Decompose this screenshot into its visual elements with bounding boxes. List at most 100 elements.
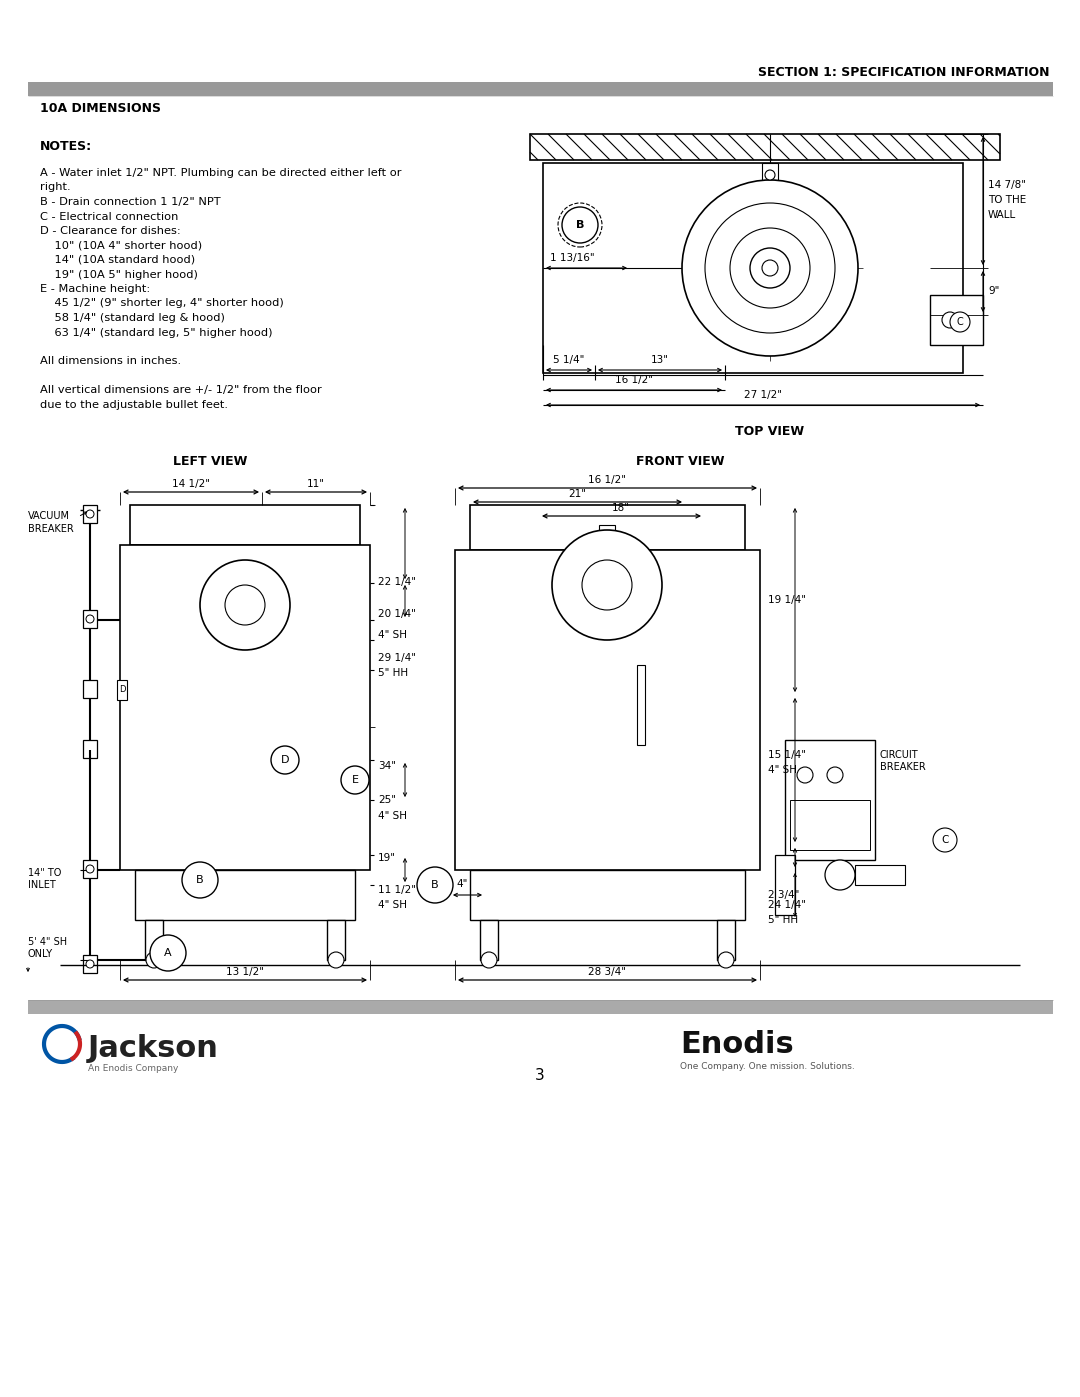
Circle shape [341,766,369,793]
Bar [762,163,778,182]
Circle shape [328,951,345,968]
Bar [83,861,97,877]
Text: 11 1/2": 11 1/2" [378,886,416,895]
Circle shape [750,249,789,288]
Text: INLET: INLET [28,880,56,890]
Circle shape [86,960,94,968]
Text: C: C [957,317,963,327]
Text: Jackson: Jackson [87,1034,219,1063]
Bar [83,504,97,522]
Text: 15 1/4": 15 1/4" [768,750,806,760]
Circle shape [417,868,453,902]
Text: 19" (10A 5" higher hood): 19" (10A 5" higher hood) [40,270,198,279]
Text: D: D [281,754,289,766]
Text: BREAKER: BREAKER [880,761,926,773]
Text: due to the adjustable bullet feet.: due to the adjustable bullet feet. [40,400,228,409]
Circle shape [950,312,970,332]
Text: BREAKER: BREAKER [28,524,73,534]
Text: 19 1/4": 19 1/4" [768,595,806,605]
Text: WALL: WALL [988,210,1016,219]
Text: 4" SH: 4" SH [378,630,407,640]
Circle shape [86,865,94,873]
Circle shape [705,203,835,332]
Text: 21": 21" [568,489,586,499]
Text: 14" TO: 14" TO [28,868,62,877]
Circle shape [762,260,778,277]
Text: C - Electrical connection: C - Electrical connection [40,211,178,222]
Text: 5 1/4": 5 1/4" [553,355,584,365]
Circle shape [481,951,497,968]
Text: 19": 19" [378,854,396,863]
Bar [83,956,97,972]
Circle shape [552,529,662,640]
Text: TOP VIEW: TOP VIEW [735,425,805,439]
Text: E: E [351,775,359,785]
Text: 34": 34" [378,761,396,771]
Bar [543,163,963,373]
Circle shape [797,767,813,782]
Bar [28,1000,1053,1014]
Text: 5" HH: 5" HH [378,668,408,678]
Circle shape [718,951,734,968]
Text: One Company. One mission. Solutions.: One Company. One mission. Solutions. [680,1062,854,1071]
Text: C: C [942,835,948,845]
Text: D: D [119,686,125,694]
Text: E - Machine height:: E - Machine height: [40,284,150,293]
Text: 10A DIMENSIONS: 10A DIMENSIONS [40,102,161,115]
Bar [480,921,498,960]
Bar [637,665,645,745]
Text: 14 1/2": 14 1/2" [172,479,210,489]
Circle shape [730,228,810,307]
Text: 27 1/2": 27 1/2" [744,390,782,400]
Text: All dimensions in inches.: All dimensions in inches. [40,356,181,366]
Text: B: B [197,875,204,886]
Text: A - Water inlet 1/2" NPT. Plumbing can be directed either left or: A - Water inlet 1/2" NPT. Plumbing can b… [40,168,402,177]
Circle shape [765,170,775,180]
Text: Enodis: Enodis [680,1030,794,1059]
Bar [530,134,1000,161]
Text: A: A [164,949,172,958]
Bar [775,855,795,915]
Bar [789,800,870,849]
Text: 28 3/4": 28 3/4" [588,967,626,977]
Text: D - Clearance for dishes:: D - Clearance for dishes: [40,226,180,236]
Text: 18": 18" [612,503,630,513]
Bar [599,525,615,550]
Text: 25": 25" [378,795,396,805]
Text: VACUUM: VACUUM [28,511,70,521]
Text: All vertical dimensions are +/- 1/2" from the floor: All vertical dimensions are +/- 1/2" fro… [40,386,322,395]
Text: 16 1/2": 16 1/2" [588,475,626,485]
Text: 24 1/4": 24 1/4" [768,900,806,909]
Circle shape [225,585,265,624]
Circle shape [42,1024,82,1065]
Text: 3: 3 [535,1067,545,1083]
Text: 29 1/4": 29 1/4" [378,652,416,664]
Bar [327,921,345,960]
Text: 9": 9" [988,286,999,296]
Circle shape [86,615,94,623]
Text: 4" SH: 4" SH [378,812,407,821]
Circle shape [825,861,855,890]
Bar [130,504,360,545]
Bar [470,870,745,921]
Text: NOTES:: NOTES: [40,140,92,154]
Circle shape [183,862,218,898]
Text: SECTION 1: SPECIFICATION INFORMATION: SECTION 1: SPECIFICATION INFORMATION [758,66,1050,78]
Text: B: B [576,219,584,231]
Text: TO THE: TO THE [988,196,1026,205]
Bar [83,680,97,698]
Bar [28,82,1053,96]
Bar [455,550,760,870]
Text: B - Drain connection 1 1/2" NPT: B - Drain connection 1 1/2" NPT [40,197,220,207]
Text: 4": 4" [457,879,468,888]
Text: ONLY: ONLY [28,949,53,958]
Text: 5" HH: 5" HH [768,915,798,925]
Circle shape [827,767,843,782]
Text: B: B [431,880,438,890]
Text: 5' 4" SH: 5' 4" SH [28,937,67,947]
Circle shape [271,746,299,774]
Text: 20 1/4": 20 1/4" [378,609,416,619]
Circle shape [562,207,598,243]
Circle shape [146,951,162,968]
Bar [120,545,370,870]
